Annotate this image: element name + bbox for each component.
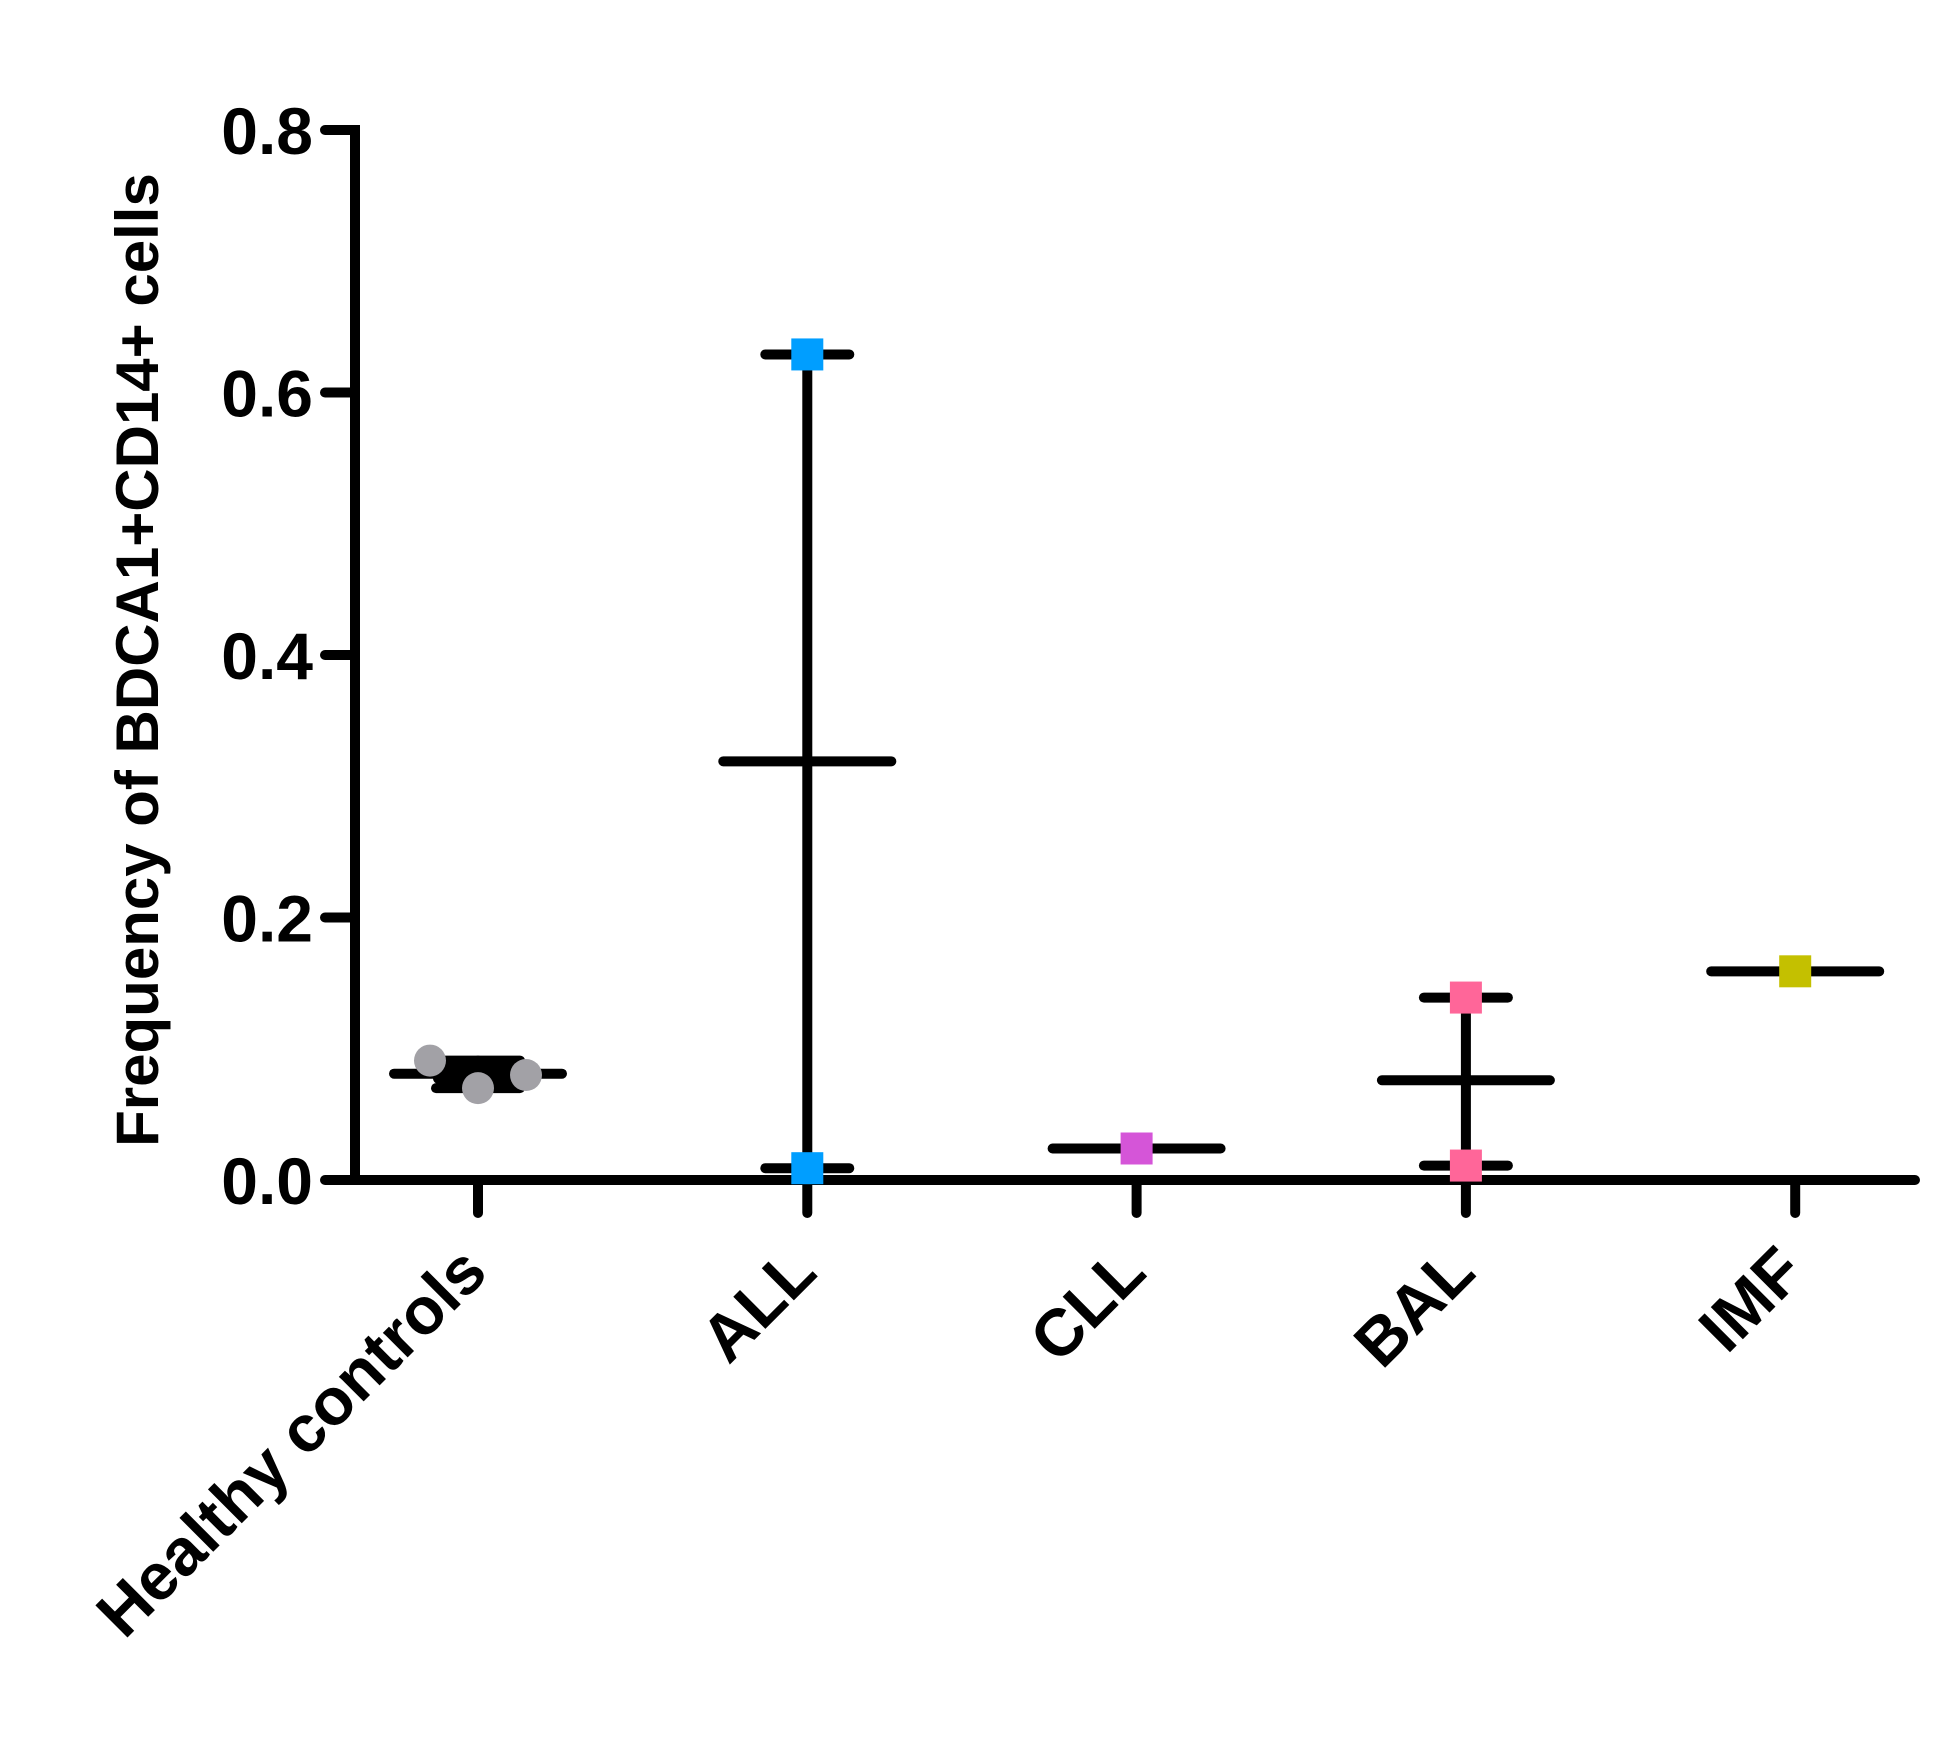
data-point xyxy=(791,1152,824,1185)
y-tick-label: 0.4 xyxy=(221,619,313,693)
x-category-label: Healthy controls xyxy=(82,1233,500,1651)
x-axis: Healthy controls ALL CLL BAL IMF xyxy=(82,1175,1920,1651)
data-point xyxy=(1449,981,1482,1014)
series-all xyxy=(718,338,897,1185)
data-point xyxy=(1449,1149,1482,1182)
data-point xyxy=(1120,1132,1153,1165)
y-tick-label: 0.8 xyxy=(221,94,313,168)
x-category-label: IMF xyxy=(1684,1233,1817,1366)
x-category-label: ALL xyxy=(686,1233,829,1376)
data-point xyxy=(791,338,824,371)
x-category-label: CLL xyxy=(1015,1233,1158,1376)
y-tick-label: 0.2 xyxy=(221,882,313,956)
y-tick-label: 0.6 xyxy=(221,357,313,431)
data-point xyxy=(462,1072,494,1105)
data-point xyxy=(1779,955,1812,988)
series-cll xyxy=(1047,1132,1226,1165)
series-imf xyxy=(1706,955,1885,988)
data-point xyxy=(414,1044,446,1077)
data-point xyxy=(510,1059,542,1091)
x-category-label: BAL xyxy=(1340,1233,1488,1381)
plot-area xyxy=(389,338,1885,1185)
y-tick-label: 0.0 xyxy=(221,1144,313,1218)
series-healthy-controls xyxy=(389,1044,567,1105)
y-axis-title: Frequency of BDCA1+CD14+ cells xyxy=(104,173,171,1147)
y-axis: 0.0 0.2 0.4 0.6 0.8 xyxy=(221,94,360,1218)
series-bal xyxy=(1376,981,1555,1182)
